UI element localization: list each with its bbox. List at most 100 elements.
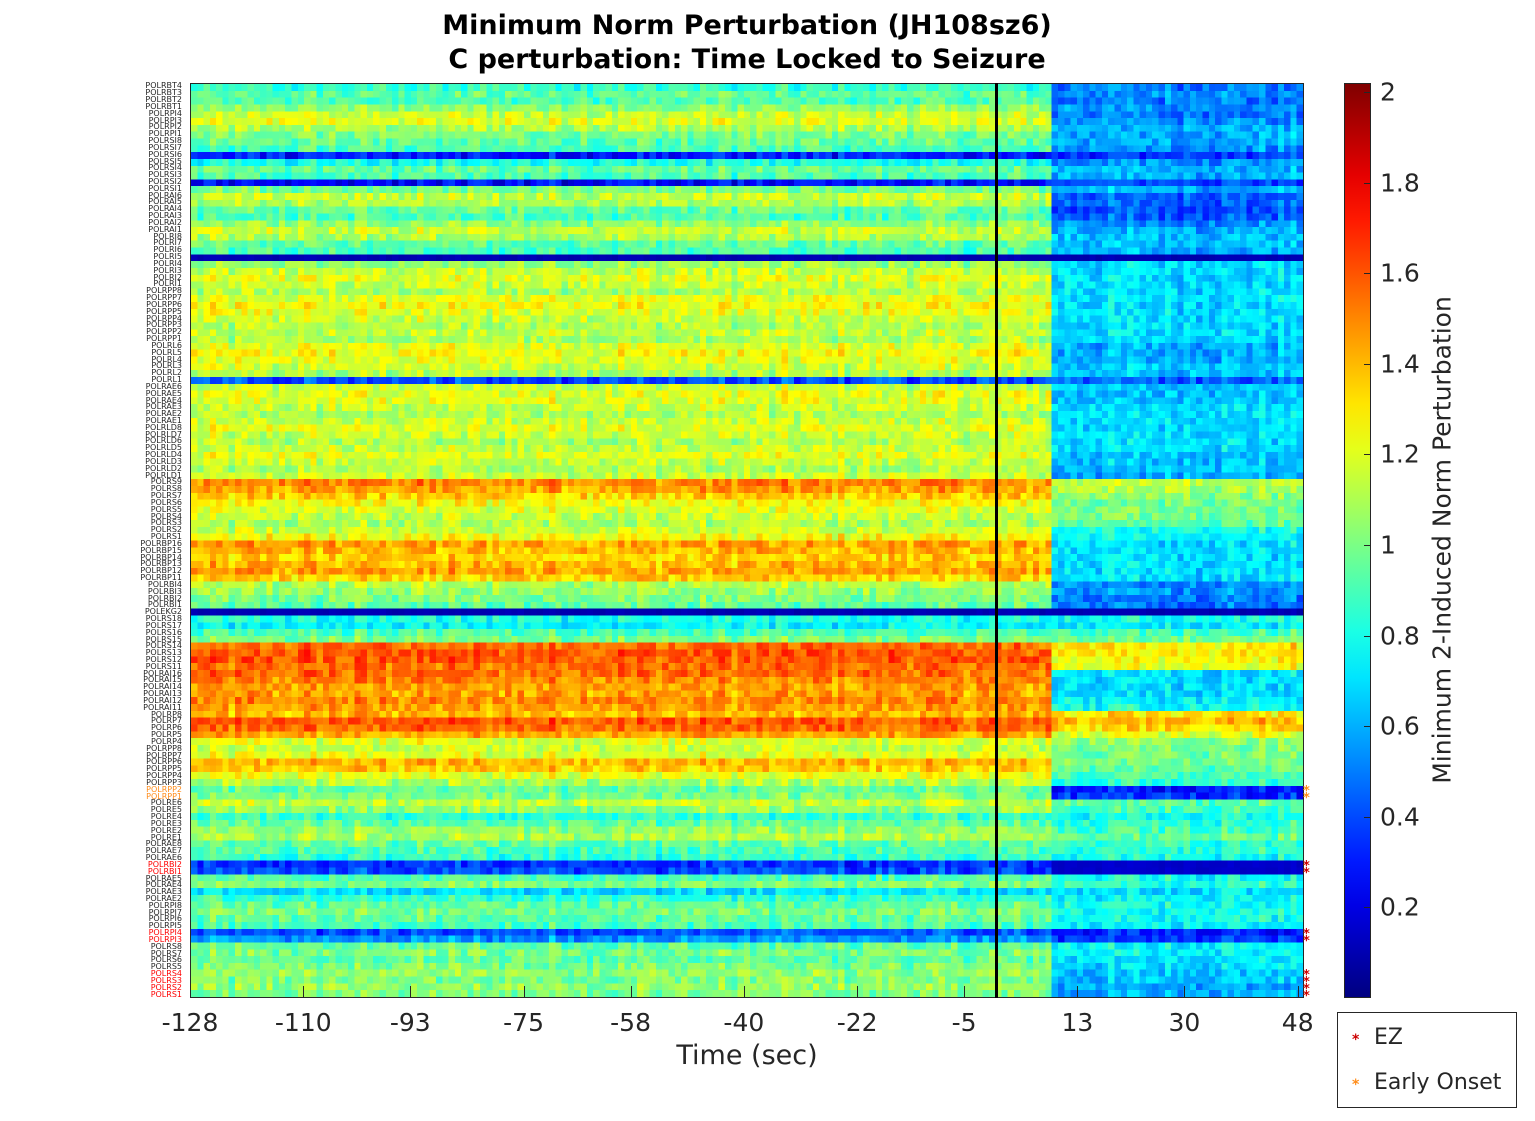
channel-label: POLRPP5: [146, 306, 182, 316]
channel-label: POLRBT4: [145, 81, 182, 91]
channel-label: POLRBI2: [147, 859, 182, 869]
channel-label: POLRP4: [150, 736, 182, 746]
channel-label: POLRS8: [150, 941, 182, 951]
channel-label: POLRBP12: [140, 566, 182, 576]
channel-label: POLRI7: [153, 238, 182, 248]
channel-label: POLRPP6: [146, 299, 182, 309]
early-onset-marker: *: [1303, 790, 1310, 806]
channel-label: POLRI4: [153, 258, 182, 268]
x-tick-label: -110: [274, 1008, 332, 1037]
ez-marker: *: [1303, 933, 1310, 949]
channel-label: POLRI6: [153, 245, 182, 255]
channel-label: POLRLD2: [145, 463, 182, 473]
channel-label: POLRAE5: [145, 873, 182, 883]
channel-label: POLRS8: [150, 484, 182, 494]
channel-label: POLRI2: [153, 272, 182, 282]
channel-label: POLRI5: [153, 252, 182, 262]
channel-label: POLRS11: [145, 661, 182, 671]
channel-label: POLRPP4: [146, 771, 182, 781]
channel-label: POLRP7: [150, 716, 182, 726]
channel-label: POLRAI15: [143, 675, 182, 685]
channel-label: POLRAE2: [145, 409, 182, 419]
channel-label: POLRPI3: [148, 934, 182, 944]
channel-label: POLRP8: [150, 709, 182, 719]
channel-label: POLRPI4: [148, 928, 182, 938]
channel-label: POLRPP7: [146, 750, 182, 760]
colorbar-tick-mark: [1364, 273, 1371, 275]
x-tick-mark: [857, 986, 859, 998]
x-tick-mark: [1184, 986, 1186, 998]
channel-label: POLRS18: [145, 614, 182, 624]
channel-label: POLRSI3: [148, 170, 182, 180]
channel-label: POLRE4: [150, 812, 182, 822]
channel-label: POLRSI7: [148, 142, 182, 152]
channel-label: POLRS2: [150, 982, 182, 992]
channel-label: POLRSI8: [148, 136, 182, 146]
channel-label: POLRLD5: [145, 443, 182, 453]
channel-label: POLRS6: [150, 497, 182, 507]
x-tick-mark: [743, 986, 745, 998]
channel-label: POLRAE3: [145, 402, 182, 412]
channel-label: POLRS7: [150, 491, 182, 501]
colorbar-tick-mark: [1364, 454, 1371, 456]
colorbar-tick-mark: [1364, 182, 1371, 184]
channel-label: POLRAI12: [143, 695, 182, 705]
channel-label: POLRAE2: [145, 893, 182, 903]
colorbar-tick-mark: [1364, 363, 1371, 365]
legend-entry-ez: * EZ: [1352, 1025, 1403, 1050]
channel-label: POLRS12: [145, 654, 182, 664]
ez-marker: *: [1303, 865, 1310, 881]
x-tick-mark: [303, 986, 305, 998]
x-axis-label: Time (sec): [676, 1040, 818, 1071]
channel-label: POLRPI1: [148, 129, 182, 139]
channel-label: POLRLD8: [145, 422, 182, 432]
chart-title: Minimum Norm Perturbation (JH108sz6): [442, 10, 1052, 41]
x-tick-label: -40: [723, 1008, 765, 1037]
ez-marker: *: [1303, 988, 1310, 1004]
colorbar-tick-mark: [1364, 726, 1371, 728]
channel-label: POLRS14: [145, 641, 182, 651]
x-tick-label: -75: [503, 1008, 544, 1037]
channel-label: POLEKG2: [144, 607, 182, 617]
channel-label: POLRPP1: [146, 791, 182, 801]
channel-label: POLRL2: [151, 368, 182, 378]
colorbar-tick-mark: [1364, 907, 1371, 909]
channel-label: POLRPI8: [148, 900, 182, 910]
channel-label: POLRI1: [153, 279, 182, 289]
channel-label: POLRPP8: [146, 743, 182, 753]
channel-label: POLRE5: [150, 805, 182, 815]
channel-label: POLRPP5: [146, 764, 182, 774]
channel-label: POLRPP7: [146, 293, 182, 303]
legend-label-ez: EZ: [1374, 1025, 1403, 1050]
channel-label: POLRLD6: [145, 436, 182, 446]
channel-label: POLRAI13: [143, 689, 182, 699]
channel-label: POLRBI4: [147, 579, 182, 589]
channel-label: POLRS7: [150, 948, 182, 958]
x-tick-label: -5: [951, 1008, 977, 1037]
colorbar-tick-label: 2: [1380, 77, 1396, 107]
channel-label: POLRSI5: [148, 156, 182, 166]
colorbar-tick-mark: [1364, 816, 1371, 818]
channel-label: POLRS3: [150, 975, 182, 985]
channel-label: POLRE3: [150, 818, 182, 828]
heatmap: [190, 83, 1304, 998]
channel-label: POLRS15: [145, 634, 182, 644]
channel-label: POLRSI2: [148, 177, 182, 186]
chart-subtitle: C perturbation: Time Locked to Seizure: [448, 44, 1046, 75]
channel-label: POLRPI2: [148, 122, 182, 132]
channel-label: POLRL6: [151, 340, 182, 350]
x-tick-mark: [523, 986, 525, 998]
channel-label: POLRAI4: [148, 204, 182, 214]
channel-label: POLRS4: [150, 969, 182, 979]
colorbar-tick-mark: [1364, 545, 1371, 547]
channel-label: POLRPP3: [146, 777, 182, 787]
channel-label: POLRAE3: [145, 887, 182, 897]
channel-label: POLRAE6: [145, 381, 182, 391]
channel-label: POLRBP14: [140, 552, 182, 562]
channel-label: POLRPP4: [146, 313, 182, 323]
x-tick-mark: [1297, 986, 1299, 998]
x-tick-mark: [410, 986, 412, 998]
x-tick-mark: [630, 986, 632, 998]
legend-entry-early-onset: * Early Onset: [1352, 1070, 1501, 1095]
channel-label: POLRE6: [150, 798, 182, 808]
